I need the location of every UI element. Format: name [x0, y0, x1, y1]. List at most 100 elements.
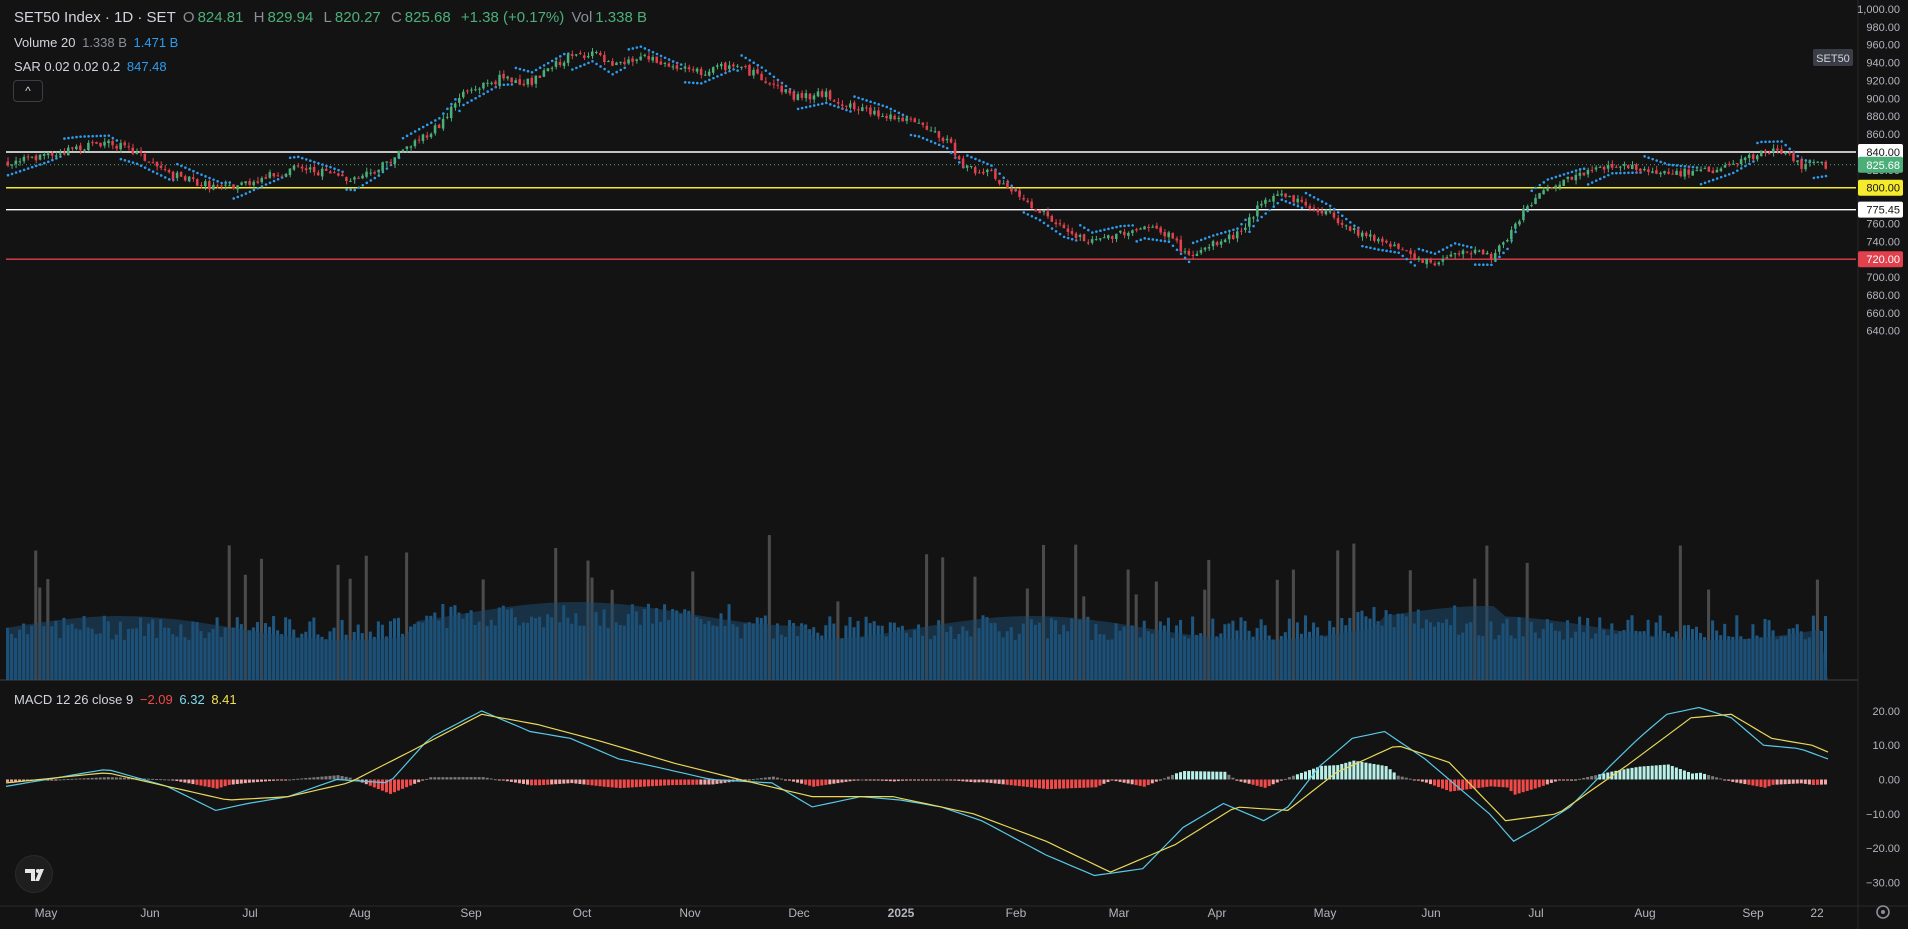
sar-dot: [986, 162, 989, 166]
macd-legend-v3: 8.41: [211, 692, 237, 707]
candle-body: [853, 102, 856, 110]
macd-legend[interactable]: MACD 12 26 close 9 −2.09 6.32 8.41: [14, 692, 240, 707]
sar-dot: [268, 181, 272, 185]
candle-body: [1239, 230, 1243, 232]
sar-dot: [1022, 211, 1026, 214]
candle-body: [1489, 253, 1493, 259]
candle-body: [1622, 164, 1626, 166]
price-tick-label: 960.00: [1866, 40, 1900, 52]
macd-histogram-bar: [634, 779, 638, 788]
macd-tick-label: −20.00: [1866, 843, 1900, 855]
candle-body: [522, 83, 525, 86]
collapse-legend-button[interactable]: ^: [13, 80, 43, 102]
sar-dot: [1445, 246, 1449, 249]
candle-body: [510, 77, 513, 83]
macd-histogram-bar: [925, 779, 929, 781]
macd-tick-label: 0.00: [1879, 775, 1900, 787]
sar-dot: [784, 84, 788, 88]
macd-histogram-bar: [884, 779, 888, 781]
macd-histogram-bar: [1086, 779, 1090, 788]
macd-histogram-bar: [397, 779, 401, 791]
candle-body: [1570, 176, 1574, 180]
candle-body: [300, 166, 304, 169]
sar-legend[interactable]: SAR 0.02 0.02 0.2 847.48: [14, 59, 170, 74]
price-axis[interactable]: 1,000.00 980.00 960.00 940.00 920.00 900.00 88…: [1813, 4, 1903, 889]
gear-icon[interactable]: [1874, 903, 1892, 921]
sar-dot: [433, 119, 437, 122]
price-tick-label: 940.00: [1866, 58, 1900, 70]
volume-legend[interactable]: Volume 20 1.338 B 1.471 B: [14, 35, 181, 50]
candle-body: [667, 63, 671, 67]
sar-dot: [1147, 237, 1151, 241]
macd-histogram-bar: [663, 779, 667, 786]
macd-histogram-bar: [497, 779, 501, 781]
time-axis[interactable]: May Jun Jul Aug Sep Oct Nov Dec 2025 Feb Mar Apr May…: [35, 906, 1824, 920]
candle-body: [1643, 168, 1646, 171]
sar-dot: [1534, 186, 1538, 190]
candle-body: [1501, 242, 1505, 245]
candle-body: [304, 168, 308, 171]
macd-histogram-bar: [259, 779, 263, 782]
candle-body: [1562, 179, 1565, 186]
volume-bar: [336, 564, 340, 680]
sar-dot: [974, 157, 977, 161]
sar-dot: [1473, 263, 1477, 266]
candle-body: [1143, 226, 1146, 230]
candle-body: [590, 51, 594, 57]
price-badge: [1858, 179, 1903, 196]
sar-dot: [603, 67, 606, 71]
sar-dot: [1623, 171, 1626, 175]
macd-histogram-bar: [667, 779, 671, 786]
candle-body: [1231, 234, 1235, 239]
time-tick-label: Nov: [679, 906, 700, 920]
macd-histogram-bar: [1445, 779, 1449, 791]
candle-body: [840, 104, 844, 106]
macd-histogram-bar: [650, 779, 654, 787]
sar-dot: [1373, 247, 1376, 251]
symbol-title[interactable]: SET50 Index · 1D · SET: [14, 9, 176, 26]
sar-dot: [740, 54, 743, 57]
candle-body: [929, 130, 933, 132]
sar-dot: [478, 94, 481, 98]
sar-dot: [502, 83, 506, 87]
candle-body: [1248, 217, 1251, 227]
candle-body: [220, 185, 223, 187]
macd-histogram-bar: [1045, 779, 1050, 790]
macd-histogram-bar: [372, 779, 376, 788]
candle-body: [1671, 173, 1674, 175]
candle-body: [260, 178, 263, 183]
candle-body: [518, 79, 521, 85]
macd-histogram-bar: [159, 779, 163, 781]
macd-legend-name: MACD 12 26 close 9: [14, 692, 134, 707]
macd-histogram-bar: [46, 779, 50, 781]
tradingview-logo-icon[interactable]: [15, 855, 53, 893]
macd-histogram-bar: [1582, 777, 1586, 780]
candle-body: [1171, 233, 1174, 239]
sar-dot: [1070, 237, 1074, 241]
candle-body: [1546, 187, 1549, 191]
candle-body: [474, 89, 477, 91]
macd-histogram-bar: [941, 779, 945, 781]
candle-body: [679, 67, 683, 70]
sar-dot: [518, 67, 522, 71]
macd-histogram-bar: [1751, 779, 1755, 786]
candle-body: [961, 158, 965, 167]
macd-histogram-bar: [1303, 771, 1308, 780]
candle-body: [1094, 239, 1098, 241]
candle-body: [1727, 163, 1731, 165]
symbol-badge-label: SET50: [1816, 53, 1850, 65]
macd-histogram-bar: [1408, 778, 1412, 780]
sar-dot: [361, 183, 365, 187]
candle-body: [393, 157, 397, 165]
candle-body: [1102, 237, 1106, 239]
sar-dot: [724, 71, 727, 75]
candle-body: [671, 66, 675, 68]
candle-body: [1058, 223, 1062, 225]
macd-histogram-bar: [626, 779, 630, 788]
sar-dot: [1602, 175, 1606, 179]
sar-dot: [1336, 211, 1340, 214]
macd-histogram-bar: [1525, 779, 1529, 791]
sar-dot: [913, 134, 917, 138]
sar-dot: [18, 169, 22, 173]
